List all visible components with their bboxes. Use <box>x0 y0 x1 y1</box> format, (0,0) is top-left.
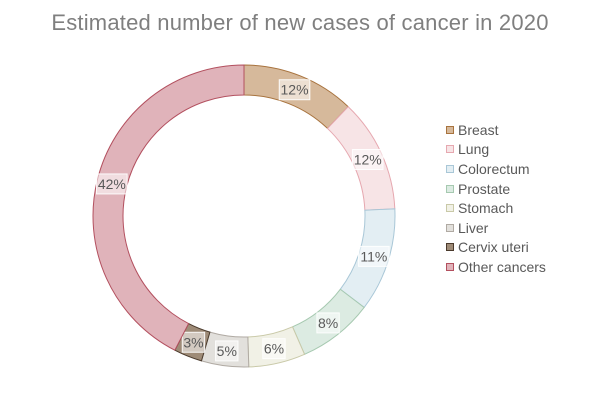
data-label-cervix-uteri: 3% <box>181 331 206 353</box>
svg-text:5%: 5% <box>217 343 237 359</box>
legend-item-liver: Liver <box>446 218 546 238</box>
legend-item-prostate: Prostate <box>446 179 546 199</box>
legend-swatch <box>446 243 454 252</box>
svg-text:42%: 42% <box>98 176 126 192</box>
legend-label: Cervix uteri <box>458 239 529 256</box>
legend-swatch <box>446 184 454 193</box>
legend-item-cervix-uteri: Cervix uteri <box>446 238 546 258</box>
svg-text:12%: 12% <box>281 82 309 98</box>
data-label-other-cancers: 42% <box>96 173 128 195</box>
data-label-lung: 12% <box>351 149 384 171</box>
legend-label: Colorectum <box>458 160 530 177</box>
data-label-liver: 5% <box>215 340 239 362</box>
legend-swatch <box>446 145 454 154</box>
data-label-colorectum: 11% <box>358 245 390 267</box>
legend-item-breast: Breast <box>446 120 546 140</box>
legend-item-colorectum: Colorectum <box>446 159 546 179</box>
legend-label: Other cancers <box>458 258 546 275</box>
svg-text:6%: 6% <box>264 341 284 357</box>
legend-swatch <box>446 262 454 271</box>
legend-item-lung: Lung <box>446 140 546 160</box>
svg-text:3%: 3% <box>183 334 203 350</box>
legend-item-stomach: Stomach <box>446 198 546 218</box>
legend-swatch <box>446 164 454 173</box>
data-label-stomach: 6% <box>262 338 286 360</box>
chart-title: Estimated number of new cases of cancer … <box>51 10 549 35</box>
legend-swatch <box>446 223 454 232</box>
legend-label: Breast <box>458 121 499 138</box>
svg-text:8%: 8% <box>318 315 338 331</box>
legend-item-other-cancers: Other cancers <box>446 257 546 277</box>
legend-label: Prostate <box>458 180 511 197</box>
svg-text:11%: 11% <box>360 248 387 264</box>
data-label-prostate: 8% <box>316 312 340 334</box>
legend: Breast Lung Colorectum Prostate Stomach Liver… <box>446 120 546 277</box>
legend-swatch <box>446 125 454 134</box>
data-label-breast: 12% <box>278 79 311 101</box>
legend-label: Liver <box>458 219 489 236</box>
slice-other-cancers <box>92 64 245 351</box>
legend-label: Lung <box>458 141 490 158</box>
legend-swatch <box>446 204 454 213</box>
legend-label: Stomach <box>458 200 514 217</box>
svg-text:12%: 12% <box>354 152 382 168</box>
